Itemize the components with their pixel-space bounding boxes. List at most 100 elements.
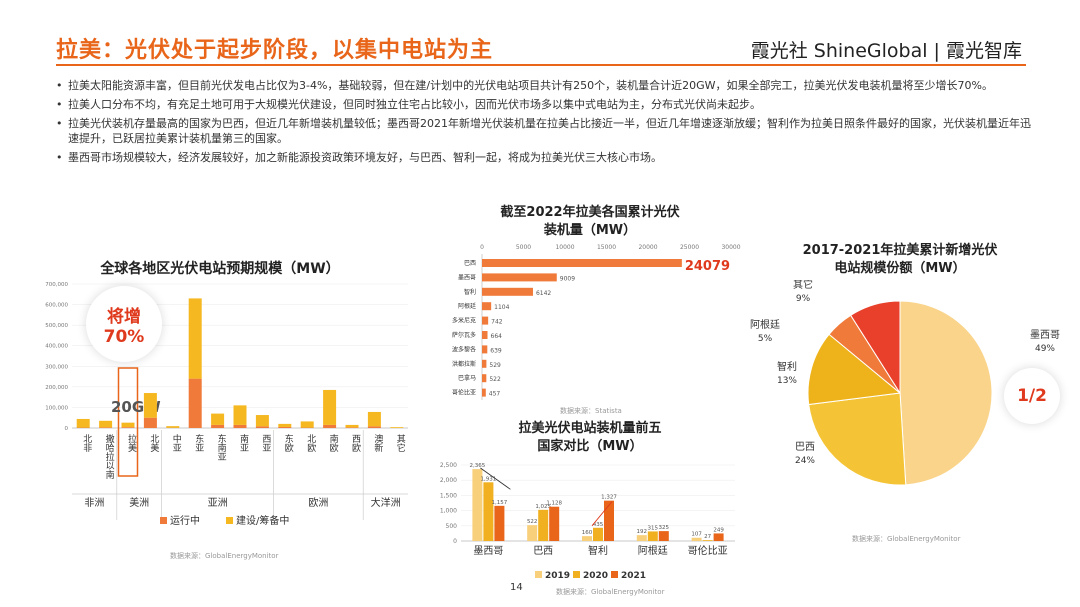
legend-label: 2021 <box>621 571 646 581</box>
x-tick-label: 中亚 <box>171 433 182 452</box>
slice-percent-label: 5% <box>758 334 773 344</box>
x-tick-label: 25000 <box>680 244 699 251</box>
increase-badge: 将增 70% <box>86 286 162 362</box>
chart2-title-line2: 装机量（MW） <box>543 223 637 238</box>
chart4-title: 2017-2021年拉美累计新增光伏 电站规模份额（MW） <box>775 242 1025 278</box>
bar <box>538 509 549 541</box>
bullet-item: 墨西哥市场规模较大，经济发展较好，加之新能源投资政策环境友好，与巴西、智利一起，… <box>56 150 1031 165</box>
bar <box>647 531 658 541</box>
bar <box>482 259 682 267</box>
legend-label: 2019 <box>545 571 570 581</box>
value-label: 1104 <box>494 304 509 311</box>
bar <box>482 345 488 354</box>
y-category-label: 智利 <box>464 288 476 296</box>
chart2-source: 数据来源：Statista <box>560 407 622 415</box>
slice-percent-label: 24% <box>795 456 815 466</box>
legend-label: 运行中 <box>170 514 200 527</box>
group-label: 大洋洲 <box>371 496 401 509</box>
legend-swatch <box>611 571 618 578</box>
bar <box>549 506 560 541</box>
x-tick-label: 北美 <box>148 434 159 453</box>
x-tick-label: 阿根廷 <box>638 544 668 557</box>
bar-segment <box>323 424 337 428</box>
y-tick-label: 0 <box>65 426 69 432</box>
value-label: 27 <box>704 534 711 540</box>
bar <box>494 505 505 541</box>
bar <box>604 500 614 541</box>
y-tick-label: 1,500 <box>440 492 457 499</box>
group-label: 亚洲 <box>208 497 228 509</box>
slice-name-label: 墨西哥 <box>1030 329 1060 341</box>
x-tick-label: 5000 <box>516 244 531 251</box>
chart4-title-line2: 电站规模份额（MW） <box>834 261 966 276</box>
bullet-item: 拉美光伏装机存量最高的国家为巴西，但近几年新增装机量较低；墨西哥2021年新增光… <box>56 116 1031 146</box>
bar-segment <box>166 426 180 428</box>
bullet-item: 拉美人口分布不均，有充足土地可用于大规模光伏建设，但同时独立住宅占比较小，因而光… <box>56 97 1031 112</box>
badge-line1: 将增 <box>107 306 141 327</box>
bar-segment <box>233 424 247 428</box>
y-category-label: 多米尼克 <box>452 317 476 325</box>
y-category-label: 巴西 <box>464 260 476 267</box>
badge-line2: 70% <box>103 326 145 347</box>
x-tick-label: 哥伦比亚 <box>688 544 728 557</box>
slice-percent-label: 49% <box>1035 344 1055 354</box>
bar-segment <box>188 378 202 428</box>
bar-segment <box>323 389 337 425</box>
x-tick-label: 东亚 <box>193 433 204 452</box>
x-tick-label: 西欧 <box>350 434 361 453</box>
bar-segment <box>367 426 381 428</box>
slice-name-label: 阿根廷 <box>750 318 780 331</box>
title-underline <box>56 64 1026 66</box>
chart4-pie-share: 墨西哥 49% 巴西 24% 智利 13% 阿根廷 5% 其它 9% <box>750 280 1060 486</box>
chart3-title-line1: 拉美光伏电站装机量前五 <box>518 421 662 436</box>
y-tick-label: 500 <box>446 523 458 530</box>
value-label: 1,025 <box>535 504 551 510</box>
x-tick-label: 南欧 <box>328 433 339 453</box>
value-label: 6142 <box>536 290 551 297</box>
bar-segment <box>211 413 225 425</box>
highlight-box <box>117 367 139 477</box>
chart2-country-capacity: 0 5000 10000 15000 20000 25000 30000 巴西 24079 墨西哥… <box>452 244 741 400</box>
value-label: 435 <box>593 522 604 528</box>
bar <box>482 273 557 282</box>
value-label: 639 <box>490 347 502 354</box>
bar-segment <box>300 421 314 428</box>
bar-segment <box>345 427 359 428</box>
half-share-badge: 1/2 <box>1004 368 1060 424</box>
y-tick-label: 2,000 <box>440 477 457 484</box>
x-tick-label: 0 <box>480 244 484 251</box>
bar-segment <box>121 422 135 428</box>
x-tick-label: 20000 <box>638 244 657 251</box>
y-tick-label: 1,000 <box>440 508 457 515</box>
slice-name-label: 其它 <box>793 280 813 291</box>
bar <box>482 316 489 325</box>
y-tick-label: 600,000 <box>45 303 68 309</box>
bar <box>482 374 487 383</box>
bar-segment <box>278 423 292 427</box>
bar <box>636 535 647 541</box>
bar-segment <box>99 427 113 428</box>
y-category-label: 巴拿马 <box>458 374 476 382</box>
chart1-global-regions: 0 100,000 200,000 300,000 400,000 500,000 600,… <box>45 282 408 527</box>
bar <box>482 388 486 397</box>
bar-segment <box>99 420 113 428</box>
value-label: 2,365 <box>470 463 486 469</box>
x-tick-label: 南亚 <box>238 433 249 452</box>
legend-swatch <box>535 571 542 578</box>
x-tick-label: 15000 <box>597 244 616 251</box>
value-label: 1,327 <box>601 495 617 501</box>
x-tick-label: 北非 <box>81 434 92 453</box>
bar <box>691 537 702 541</box>
bar-segment <box>345 424 359 428</box>
bar-segment <box>233 405 247 425</box>
bar-segment <box>121 427 135 428</box>
chart3-source: 数据来源：GlobalEnergyMonitor <box>556 588 665 596</box>
chart2-title: 截至2022年拉美各国累计光伏 装机量（MW） <box>470 204 710 240</box>
y-tick-label: 400,000 <box>45 344 68 350</box>
chart2-title-line1: 截至2022年拉美各国累计光伏 <box>500 205 680 220</box>
bar-segment <box>255 426 269 428</box>
value-label: 522 <box>527 519 538 525</box>
bar-segment <box>143 393 157 418</box>
bullet-list: 拉美太阳能资源丰富，但目前光伏发电占比仅为3-4%，基础较弱，但在建/计划中的光… <box>56 78 1031 169</box>
trend-arrow-up <box>591 501 613 527</box>
